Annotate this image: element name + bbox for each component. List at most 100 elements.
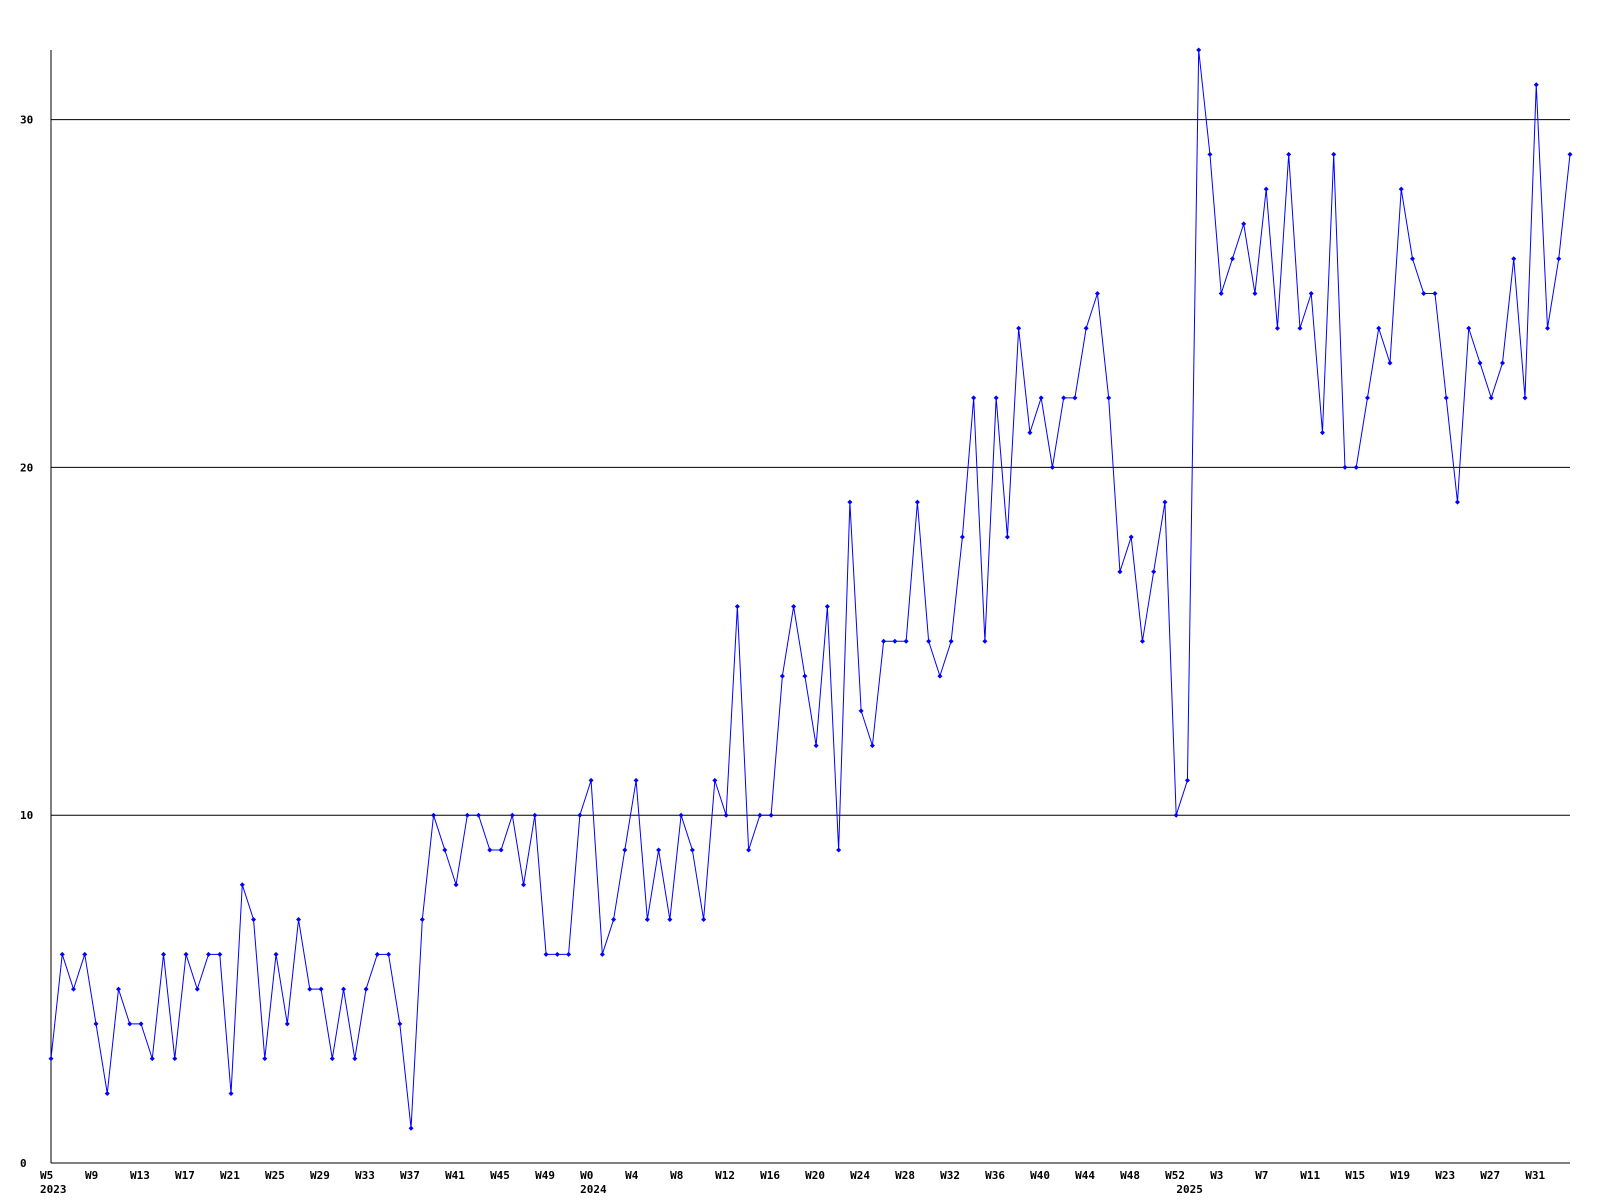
x-tick-label: W9 bbox=[85, 1169, 98, 1182]
point bbox=[566, 951, 572, 957]
point bbox=[858, 708, 864, 714]
point bbox=[1544, 325, 1550, 331]
point bbox=[1376, 325, 1382, 331]
point bbox=[296, 917, 302, 923]
point bbox=[1466, 325, 1472, 331]
point bbox=[1488, 395, 1494, 401]
point bbox=[1049, 464, 1055, 470]
point bbox=[689, 847, 695, 853]
x-tick-label: W36 bbox=[985, 1169, 1005, 1182]
point bbox=[633, 777, 639, 783]
point bbox=[464, 812, 470, 818]
point bbox=[1286, 151, 1292, 157]
point bbox=[431, 812, 437, 818]
x-tick-label: W12 bbox=[715, 1169, 735, 1182]
x-tick-label: W23 bbox=[1435, 1169, 1455, 1182]
point bbox=[1556, 256, 1562, 262]
point bbox=[746, 847, 752, 853]
point bbox=[48, 1056, 54, 1062]
point bbox=[183, 951, 189, 957]
point bbox=[1263, 186, 1269, 192]
point bbox=[757, 812, 763, 818]
x-year-label: 2024 bbox=[580, 1183, 607, 1196]
x-tick-label: W15 bbox=[1345, 1169, 1365, 1182]
point bbox=[1353, 464, 1359, 470]
point bbox=[678, 812, 684, 818]
point bbox=[644, 917, 650, 923]
y-tick-label: 20 bbox=[20, 461, 33, 474]
point bbox=[273, 951, 279, 957]
y-tick-label: 10 bbox=[20, 809, 33, 822]
x-tick-label: W48 bbox=[1120, 1169, 1140, 1182]
x-tick-label: W20 bbox=[805, 1169, 825, 1182]
point bbox=[903, 638, 909, 644]
point bbox=[284, 1021, 290, 1027]
point bbox=[712, 777, 718, 783]
point bbox=[1106, 395, 1112, 401]
x-tick-label: W41 bbox=[445, 1169, 465, 1182]
point bbox=[1184, 777, 1190, 783]
point bbox=[622, 847, 628, 853]
point bbox=[734, 604, 740, 609]
point bbox=[1083, 325, 1089, 331]
point bbox=[892, 638, 898, 644]
point bbox=[149, 1056, 155, 1062]
point bbox=[116, 986, 122, 992]
x-tick-label: W32 bbox=[940, 1169, 960, 1182]
point bbox=[847, 499, 853, 505]
point bbox=[1196, 47, 1202, 53]
point bbox=[341, 986, 347, 992]
point bbox=[228, 1090, 234, 1096]
point bbox=[1477, 360, 1483, 366]
x-tick-label: W4 bbox=[625, 1169, 639, 1182]
x-tick-label: W11 bbox=[1300, 1169, 1320, 1182]
point bbox=[588, 777, 594, 783]
point bbox=[577, 812, 583, 818]
point bbox=[1308, 290, 1314, 296]
point bbox=[363, 986, 369, 992]
point bbox=[1218, 290, 1224, 296]
x-tick-label: W37 bbox=[400, 1169, 420, 1182]
point bbox=[307, 986, 313, 992]
point bbox=[521, 882, 527, 888]
point bbox=[487, 847, 493, 853]
x-tick-label: W24 bbox=[850, 1169, 870, 1182]
point bbox=[217, 951, 223, 957]
point bbox=[386, 951, 392, 957]
point bbox=[239, 882, 245, 888]
point bbox=[779, 673, 785, 679]
point bbox=[543, 951, 549, 957]
point bbox=[172, 1056, 178, 1062]
point bbox=[836, 847, 842, 853]
point bbox=[1398, 186, 1404, 192]
point bbox=[318, 986, 324, 992]
point bbox=[1387, 360, 1393, 366]
point bbox=[554, 951, 560, 957]
point bbox=[1139, 638, 1145, 644]
point bbox=[251, 917, 257, 923]
point bbox=[453, 882, 459, 888]
point bbox=[1499, 360, 1505, 366]
point bbox=[419, 917, 425, 923]
point bbox=[1038, 395, 1044, 401]
point bbox=[723, 812, 729, 818]
point bbox=[374, 951, 380, 957]
x-tick-label: W33 bbox=[355, 1169, 375, 1182]
point bbox=[993, 395, 999, 401]
x-tick-label: W21 bbox=[220, 1169, 240, 1182]
x-tick-label: W40 bbox=[1030, 1169, 1050, 1182]
point bbox=[1409, 256, 1415, 262]
point bbox=[352, 1056, 358, 1062]
x-tick-label: W16 bbox=[760, 1169, 780, 1182]
x-tick-label: W27 bbox=[1480, 1169, 1500, 1182]
point bbox=[59, 951, 65, 957]
point bbox=[138, 1021, 144, 1027]
x-tick-label: W17 bbox=[175, 1169, 195, 1182]
point bbox=[1297, 325, 1303, 331]
x-tick-label: W31 bbox=[1525, 1169, 1545, 1182]
point bbox=[959, 534, 965, 540]
point bbox=[611, 917, 617, 923]
point bbox=[791, 604, 797, 609]
